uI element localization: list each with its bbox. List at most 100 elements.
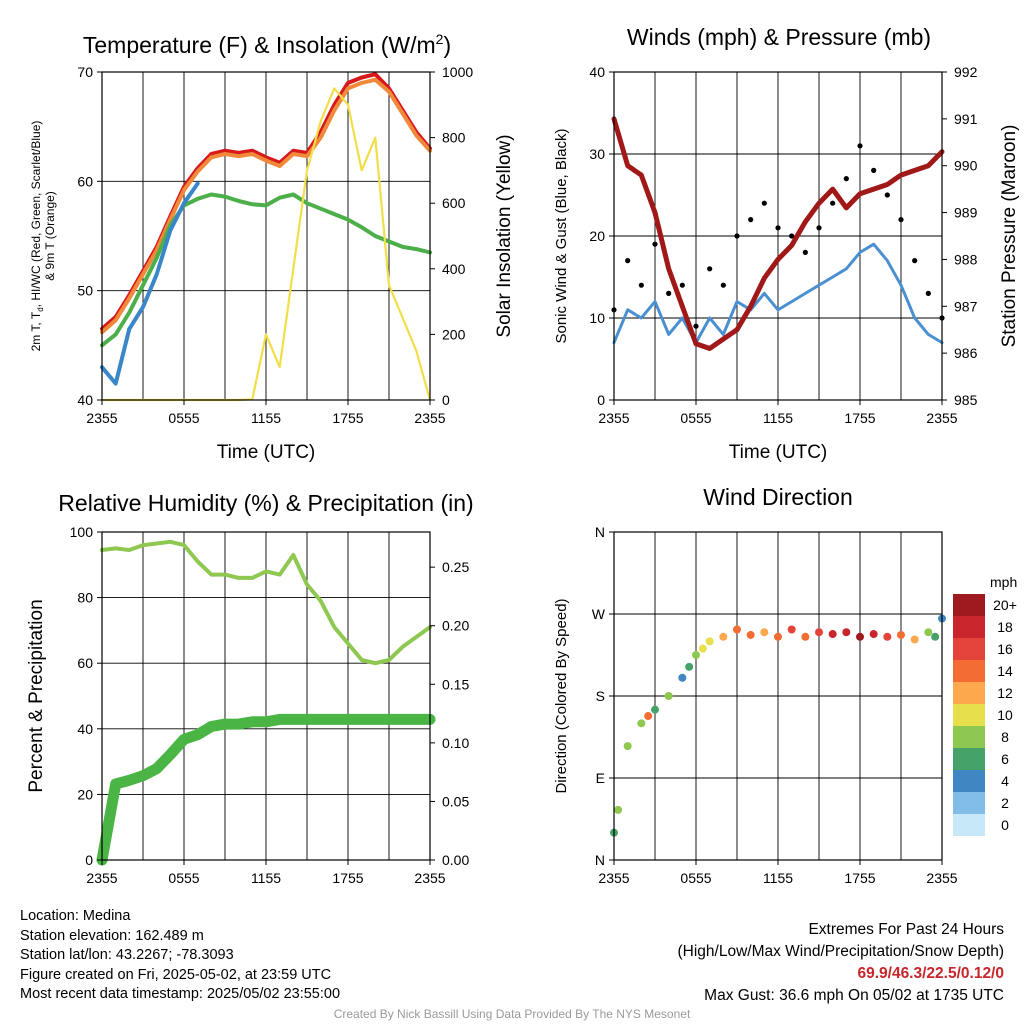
humidity-grid bbox=[102, 532, 430, 860]
y-tick-label: 0 bbox=[85, 852, 93, 868]
gust-point bbox=[734, 233, 740, 239]
legend-swatch bbox=[953, 594, 985, 616]
gust-point bbox=[857, 143, 863, 149]
y-tick-label: 50 bbox=[77, 283, 93, 299]
relative-humidity-line bbox=[100, 539, 432, 666]
humidity-panel: Relative Humidity (%) & Precipitation (i… bbox=[26, 490, 474, 886]
credit-text: Created By Nick Bassill Using Data Provi… bbox=[333, 1007, 691, 1021]
temperature-xlabel: Time (UTC) bbox=[217, 442, 316, 463]
y2-tick-label: 988 bbox=[954, 251, 978, 267]
insolation-ylabel: Solar Insolation (Yellow) bbox=[494, 134, 515, 337]
extremes-title: Extremes For Past 24 Hours bbox=[808, 921, 1004, 938]
y2-tick-label: 0.15 bbox=[442, 676, 469, 692]
legend-swatch bbox=[953, 682, 985, 704]
gust-point bbox=[816, 225, 822, 231]
direction-ticks: 2355 0555 1155 1755 2355 N E S W N bbox=[592, 524, 958, 886]
y-tick-label: 60 bbox=[77, 173, 93, 189]
humidity-lines bbox=[96, 539, 436, 866]
legend-swatch bbox=[953, 726, 985, 748]
y2-tick-label: 0 bbox=[442, 392, 450, 408]
gust-point bbox=[898, 217, 904, 223]
gust-point bbox=[775, 225, 781, 231]
temperature-ylabel: 2m T, Td, HI/WC (Red, Green, Scarlet/Blu… bbox=[29, 121, 45, 352]
wind-panel: Winds (mph) & Pressure (mb) 2355 0555 1155… bbox=[553, 24, 1020, 463]
x-tick-label: 0555 bbox=[168, 870, 199, 886]
x-tick-label: 2355 bbox=[598, 410, 629, 426]
y2-tick-label: 200 bbox=[442, 326, 466, 342]
hi-wc-line bbox=[100, 181, 200, 386]
direction-point bbox=[692, 651, 700, 659]
station-pressure-line bbox=[611, 116, 945, 351]
direction-point bbox=[678, 673, 687, 682]
td-line bbox=[100, 192, 432, 348]
x-tick-label: 1755 bbox=[332, 410, 363, 426]
y2-tick-label: 0.25 bbox=[442, 559, 469, 575]
direction-point bbox=[746, 630, 755, 639]
y-tick-label: 30 bbox=[589, 146, 605, 162]
legend-label: 12 bbox=[997, 685, 1013, 701]
y-tick-label: 0 bbox=[597, 392, 605, 408]
y-tick-label: N bbox=[595, 524, 605, 540]
direction-point bbox=[651, 705, 659, 714]
legend-swatch bbox=[953, 638, 985, 660]
x-tick-label: 0555 bbox=[680, 410, 711, 426]
y2-tick-label: 0.20 bbox=[442, 618, 469, 634]
direction-point bbox=[815, 628, 823, 637]
legend-swatch bbox=[953, 792, 985, 814]
legend-swatch bbox=[953, 814, 985, 836]
x-tick-label: 2355 bbox=[598, 870, 629, 886]
temperature-panel: Temperature (F) & Insolation (W/m2) 2355… bbox=[29, 31, 515, 463]
x-tick-label: 2355 bbox=[414, 870, 445, 886]
gust-point bbox=[720, 282, 726, 288]
legend-label: 16 bbox=[997, 641, 1013, 657]
wind-lines bbox=[611, 116, 945, 351]
x-tick-label: 2355 bbox=[86, 870, 117, 886]
legend-swatch bbox=[953, 660, 985, 682]
direction-point bbox=[842, 628, 851, 637]
legend-label: 18 bbox=[997, 619, 1013, 635]
y2-tick-label: 0.05 bbox=[442, 793, 469, 809]
y2-tick-label: 0.10 bbox=[442, 735, 469, 751]
gust-point bbox=[830, 200, 836, 206]
y2-tick-label: 1000 bbox=[442, 64, 473, 80]
legend-label: 4 bbox=[1001, 773, 1009, 789]
y2-tick-label: 400 bbox=[442, 261, 466, 277]
direction-point bbox=[910, 635, 919, 644]
latlon-text: Station lat/lon: 43.2267; -78.3093 bbox=[20, 947, 234, 963]
gust-point bbox=[912, 258, 918, 264]
gust-point bbox=[789, 233, 795, 239]
y2-tick-label: 992 bbox=[954, 64, 978, 80]
x-tick-label: 1755 bbox=[844, 410, 875, 426]
gust-point bbox=[748, 217, 754, 223]
elevation-text: Station elevation: 162.489 m bbox=[20, 927, 204, 944]
gust-point bbox=[652, 241, 658, 247]
direction-ylabel: Direction (Colored By Speed) bbox=[553, 598, 570, 793]
y-tick-label: 40 bbox=[589, 64, 605, 80]
y-tick-label: 100 bbox=[70, 524, 94, 540]
direction-point bbox=[664, 692, 673, 700]
direction-point bbox=[828, 630, 837, 639]
direction-point bbox=[644, 712, 653, 721]
legend-swatch bbox=[953, 616, 985, 638]
y-tick-label: 10 bbox=[589, 310, 605, 326]
direction-grid bbox=[614, 532, 942, 860]
x-tick-label: 1155 bbox=[251, 870, 281, 886]
extremes-info: Extremes For Past 24 Hours (High/Low/Max… bbox=[678, 919, 1005, 1007]
direction-point bbox=[623, 742, 632, 751]
gust-point bbox=[843, 176, 849, 182]
direction-point bbox=[698, 644, 707, 653]
direction-point bbox=[931, 632, 940, 641]
gust-point bbox=[666, 290, 672, 296]
humidity-title: Relative Humidity (%) & Precipitation (i… bbox=[58, 490, 473, 516]
y-tick-label: N bbox=[595, 852, 605, 868]
y2-tick-label: 989 bbox=[954, 205, 978, 221]
x-tick-label: 1155 bbox=[763, 870, 793, 886]
extremes-values: 69.9/46.3/22.5/0.12/0 bbox=[857, 965, 1004, 982]
humidity-ylabel: Percent & Precipitation bbox=[26, 599, 47, 792]
gust-point bbox=[925, 290, 931, 296]
y-tick-label: 40 bbox=[77, 392, 93, 408]
speed-legend-title: mph bbox=[990, 574, 1017, 590]
gust-point bbox=[638, 282, 644, 288]
x-tick-label: 1155 bbox=[251, 410, 281, 426]
